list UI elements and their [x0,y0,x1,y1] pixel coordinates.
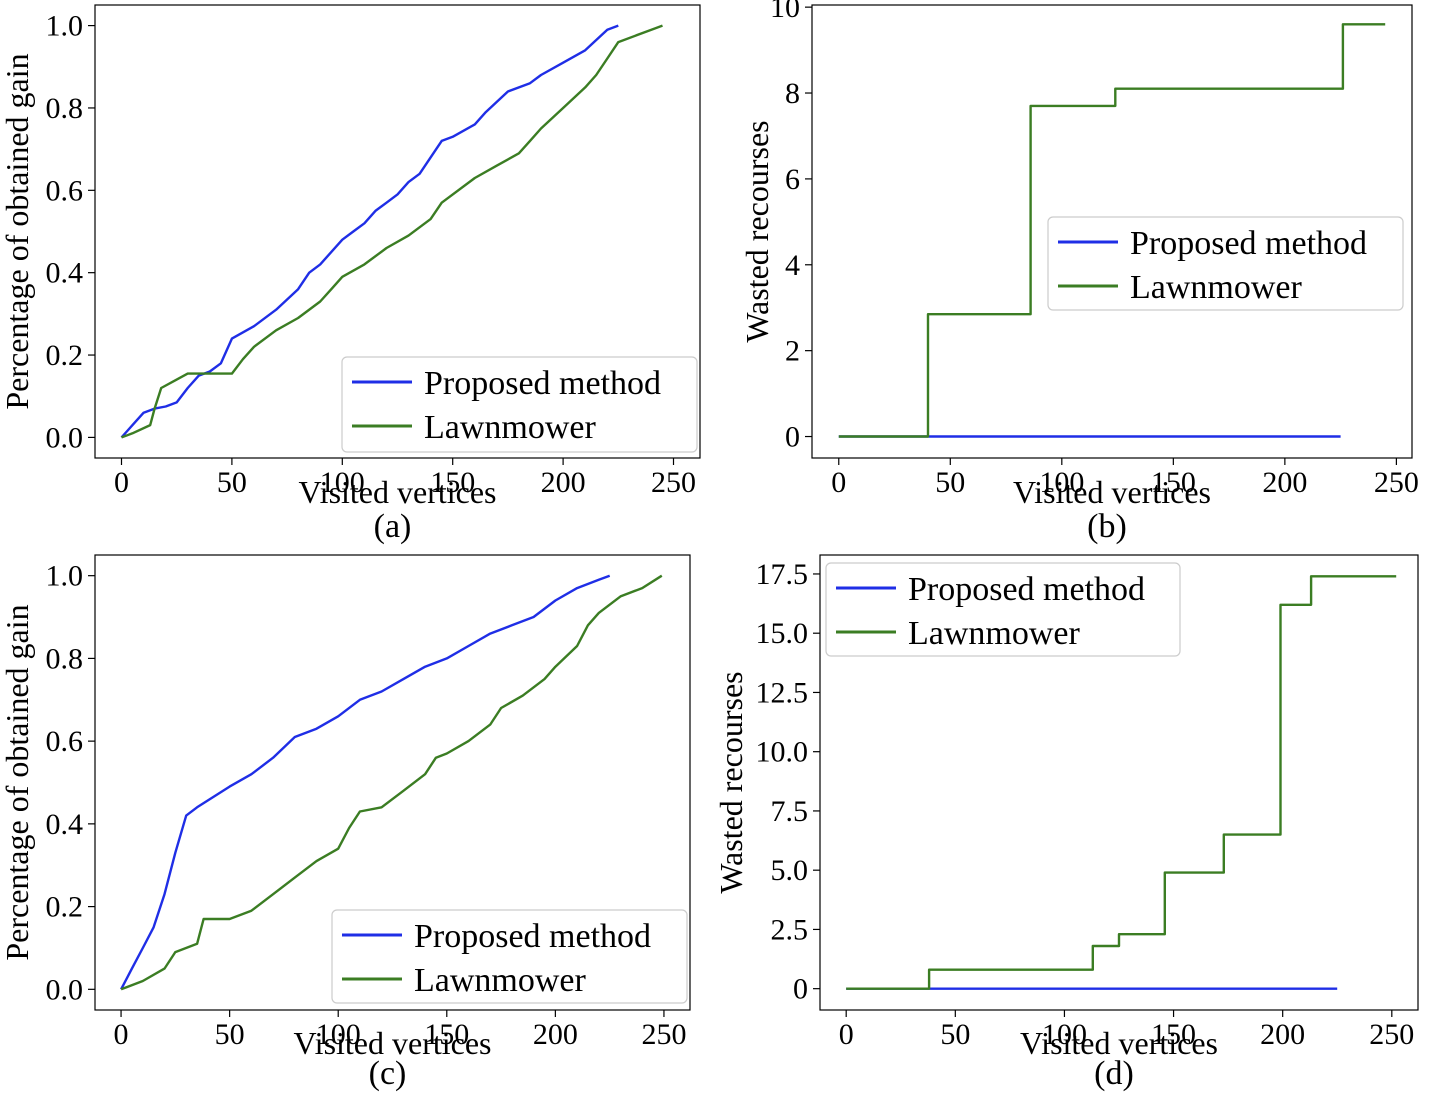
legend-box [331,909,688,1004]
x-tick-label: 100 [1042,1018,1087,1051]
panel-label: (d) [1094,1055,1134,1092]
x-tick-label: 0 [114,1018,129,1051]
panel-label: (c) [369,1055,407,1092]
y-tick-label: 8 [785,77,800,110]
chart-panel-4: 0 50 100 150 200 250 0 2.5 5.0 7.5 10.0 12.5 15.0 17.… [713,554,1419,1092]
y-tick-label: 0.0 [46,973,84,1006]
series-line-lawnmower [121,24,663,439]
plot-frame [94,4,701,459]
x-axis-label: Visited vertices [293,1025,491,1061]
legend-label: Lawnmower [908,615,1081,652]
x-tick-label: 150 [424,1018,469,1051]
legend: Proposed method Lawnmower [1047,216,1404,311]
y-tick-label: 15.0 [756,617,809,650]
y-tick-label: 6 [785,163,800,196]
legend: Proposed method Lawnmower [331,909,688,1004]
y-tick-label: 0.2 [46,891,84,924]
y-tick-label: 2 [785,335,800,368]
x-tick-label: 250 [1369,1018,1414,1051]
series-line-lawnmower [838,23,1386,438]
legend: Proposed method Lawnmower [825,562,1181,657]
x-tick-label: 0 [831,466,846,499]
y-tick-label: 2.5 [771,913,809,946]
y-tick-label: 1.0 [46,10,84,43]
x-tick-label: 150 [1151,466,1196,499]
series-line-lawnmower [120,574,663,991]
legend-label: Proposed method [424,365,661,402]
x-tick-label: 100 [316,1018,361,1051]
plot-frame [811,4,1413,459]
x-tick-label: 50 [935,466,965,499]
legend-box [1047,216,1404,311]
x-axis-label: Visited vertices [298,474,496,510]
legend-label: Lawnmower [414,962,587,999]
panel-label: (a) [374,508,412,545]
y-tick-label: 0.8 [46,92,84,125]
y-tick-label: 1.0 [46,560,84,593]
x-tick-label: 200 [1260,1018,1305,1051]
x-tick-label: 100 [320,466,365,499]
legend: Proposed method Lawnmower [341,356,698,453]
series-line-proposed-method [120,574,611,990]
y-tick-label: 5.0 [771,854,809,887]
x-tick-label: 150 [1151,1018,1196,1051]
panel-label: (b) [1087,508,1127,545]
y-axis-label: Percentage of obtained gain [0,604,35,960]
y-axis-label: Percentage of obtained gain [0,53,35,409]
x-tick-label: 250 [641,1018,686,1051]
x-tick-label: 50 [940,1018,970,1051]
y-tick-label: 0.6 [46,725,84,758]
x-tick-label: 200 [1262,466,1307,499]
y-tick-label: 7.5 [771,795,809,828]
legend-label: Lawnmower [1130,269,1303,306]
series-line-proposed-method [120,24,619,439]
y-tick-label: 4 [785,249,800,282]
y-tick-label: 0.2 [46,339,84,372]
x-tick-label: 250 [651,466,696,499]
x-tick-label: 200 [533,1018,578,1051]
legend-box [341,356,698,453]
y-tick-label: 0.4 [46,257,84,290]
y-tick-label: 0.4 [46,808,84,841]
x-tick-label: 200 [541,466,586,499]
y-tick-label: 0 [785,421,800,454]
x-tick-label: 0 [839,1018,854,1051]
legend-box [825,562,1181,657]
chart-panel-3: 0 50 100 150 200 250 0.0 0.2 0.4 0.6 0.8 1.0 Visited… [0,554,691,1092]
x-tick-label: 150 [430,466,475,499]
x-tick-label: 250 [1374,466,1419,499]
x-tick-label: 0 [114,466,129,499]
x-axis-label: Visited vertices [1020,1025,1218,1061]
legend-label: Proposed method [1130,225,1367,262]
x-tick-label: 100 [1039,466,1084,499]
plot-frame [819,554,1419,1011]
x-tick-label: 50 [217,466,247,499]
y-tick-label: 12.5 [756,676,809,709]
y-tick-label: 0.0 [46,421,84,454]
series-line-lawnmower [846,575,1397,990]
y-tick-label: 10.0 [756,736,809,769]
y-axis-label: Wasted recourses [739,120,775,342]
x-axis-label: Visited vertices [1013,474,1211,510]
legend-label: Lawnmower [424,409,597,446]
chart-panel-1: 0 50 100 150 200 250 0.0 0.2 0.4 0.6 0.8 1.0 Visited… [0,4,701,545]
y-axis-label: Wasted recourses [713,671,749,893]
legend-label: Proposed method [908,571,1145,608]
chart-panel-2: 0 50 100 150 200 250 0 2 4 6 8 10 Visited vertices Wa… [739,0,1419,545]
y-tick-label: 10 [770,0,800,24]
plot-frame [94,554,691,1011]
x-tick-label: 50 [215,1018,245,1051]
y-tick-label: 0.8 [46,642,84,675]
y-tick-label: 17.5 [756,558,809,591]
y-tick-label: 0.6 [46,174,84,207]
y-tick-label: 0 [793,973,808,1006]
legend-label: Proposed method [414,918,651,955]
